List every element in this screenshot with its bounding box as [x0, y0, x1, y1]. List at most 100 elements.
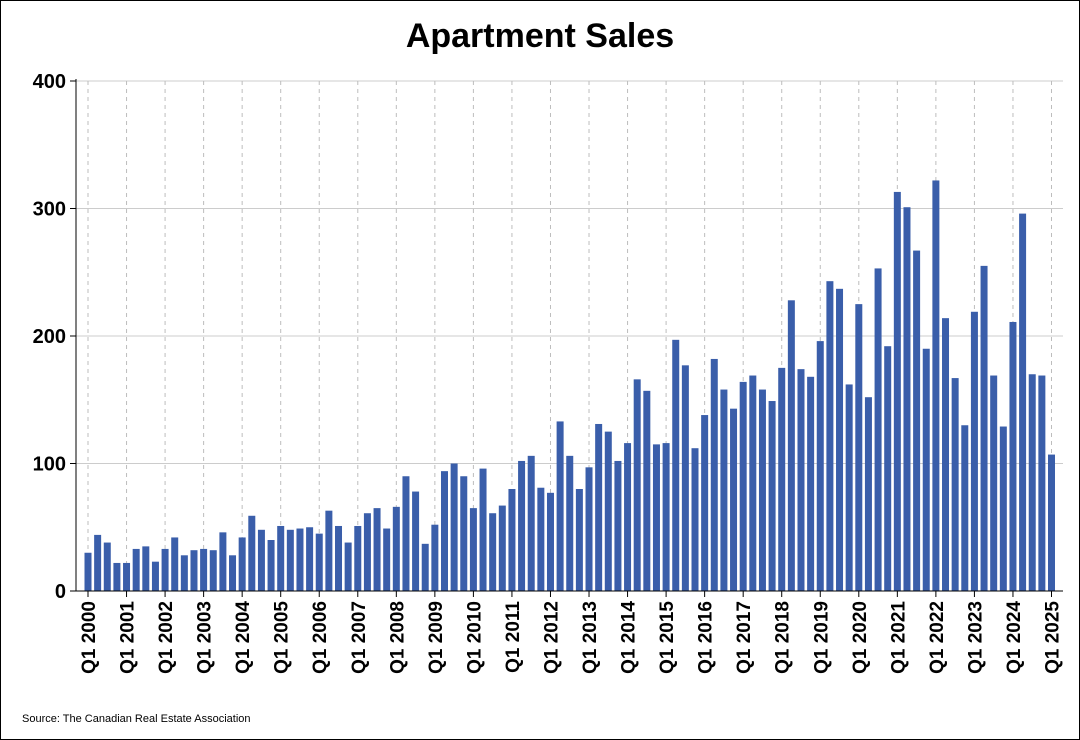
bar	[845, 384, 853, 591]
bar	[498, 505, 506, 591]
bar	[855, 304, 863, 591]
bar	[633, 379, 641, 591]
x-tick-label: Q1 2016	[696, 601, 717, 674]
bar	[884, 346, 892, 591]
x-tick-label: Q1 2022	[927, 601, 948, 674]
bar	[652, 444, 660, 591]
bar	[527, 455, 535, 591]
bar	[392, 506, 400, 591]
bar	[286, 529, 294, 591]
x-tick-label: Q1 2021	[888, 601, 909, 674]
bar	[508, 489, 516, 591]
bar	[363, 513, 371, 591]
x-tick-label: Q1 2015	[657, 601, 678, 674]
x-tick-label: Q1 2023	[965, 601, 986, 674]
bar	[315, 533, 323, 591]
bar	[248, 515, 256, 591]
axis-layer: 0 100 200 300 400 Q1 2000 Q1 2001 Q1 2002 Q1 200…	[33, 71, 1064, 674]
bar	[373, 508, 381, 591]
x-tick-label: Q1 2010	[464, 601, 485, 674]
bar	[123, 562, 131, 591]
bar	[585, 467, 593, 591]
bar	[479, 468, 487, 591]
bar	[335, 525, 343, 591]
bar	[942, 318, 950, 591]
bar	[383, 528, 391, 591]
x-tick-label: Q1 2000	[79, 601, 100, 674]
y-tick-label: 400	[33, 71, 66, 93]
bar	[990, 375, 998, 591]
bar	[614, 460, 622, 591]
bar	[730, 408, 738, 591]
bar	[421, 543, 429, 591]
bar	[94, 534, 102, 591]
bar	[450, 463, 458, 591]
bar	[797, 369, 805, 591]
bar	[412, 491, 420, 591]
source-note: Source: The Canadian Real Estate Associa…	[22, 713, 251, 725]
x-tick-label: Q1 2025	[1043, 601, 1064, 674]
bar	[758, 389, 766, 591]
bar	[103, 542, 111, 591]
bar	[624, 443, 632, 591]
bar	[1048, 454, 1055, 591]
bar	[643, 390, 651, 591]
bar	[1009, 321, 1017, 591]
x-tick-label: Q1 2012	[541, 601, 562, 674]
bar	[200, 548, 208, 591]
bar	[1038, 375, 1046, 591]
bar	[566, 455, 574, 591]
x-tick-label: Q1 2004	[233, 601, 254, 674]
bar	[267, 540, 275, 591]
x-tick-label: Q1 2002	[156, 601, 177, 674]
x-tick-label: Q1 2001	[118, 601, 139, 674]
bar	[219, 532, 227, 591]
bar	[980, 265, 988, 591]
bar	[691, 448, 699, 591]
bar	[1028, 374, 1036, 591]
bar	[113, 562, 121, 591]
x-tick-label: Q1 2014	[619, 601, 640, 674]
bar	[344, 542, 352, 591]
x-tick-label: Q1 2008	[387, 601, 408, 674]
chart-title: Apartment Sales	[405, 17, 675, 55]
bar	[354, 525, 362, 591]
x-tick-label: Q1 2007	[349, 601, 370, 674]
y-tick-label: 300	[33, 199, 66, 221]
bar	[672, 339, 680, 591]
bar	[816, 341, 824, 591]
bar	[595, 423, 603, 591]
bar	[469, 508, 477, 591]
bar	[277, 525, 285, 591]
bar	[171, 537, 179, 591]
bar	[306, 527, 314, 591]
bar	[874, 268, 882, 591]
x-tick-label: Q1 2018	[773, 601, 794, 674]
bar	[807, 376, 815, 591]
x-tick-label: Q1 2011	[503, 601, 524, 673]
x-tick-label: Q1 2020	[850, 601, 871, 674]
bar	[518, 460, 526, 591]
bar	[787, 300, 795, 591]
bar	[180, 555, 188, 591]
bar	[151, 561, 159, 591]
bar	[922, 348, 930, 591]
bar	[826, 281, 834, 591]
bar	[951, 378, 959, 591]
x-tick-label: Q1 2009	[426, 601, 447, 674]
x-tick-label: Q1 2003	[195, 601, 216, 674]
bar	[999, 426, 1007, 591]
x-tick-label: Q1 2017	[734, 601, 755, 674]
bar	[440, 471, 448, 591]
y-tick-label: 100	[33, 454, 66, 476]
bar	[701, 415, 709, 591]
bar	[296, 528, 304, 591]
bar	[84, 552, 92, 591]
bar	[778, 367, 786, 591]
bar	[932, 180, 940, 591]
bar	[238, 537, 246, 591]
bar	[431, 524, 439, 591]
bar	[604, 431, 612, 591]
bar	[575, 489, 583, 591]
